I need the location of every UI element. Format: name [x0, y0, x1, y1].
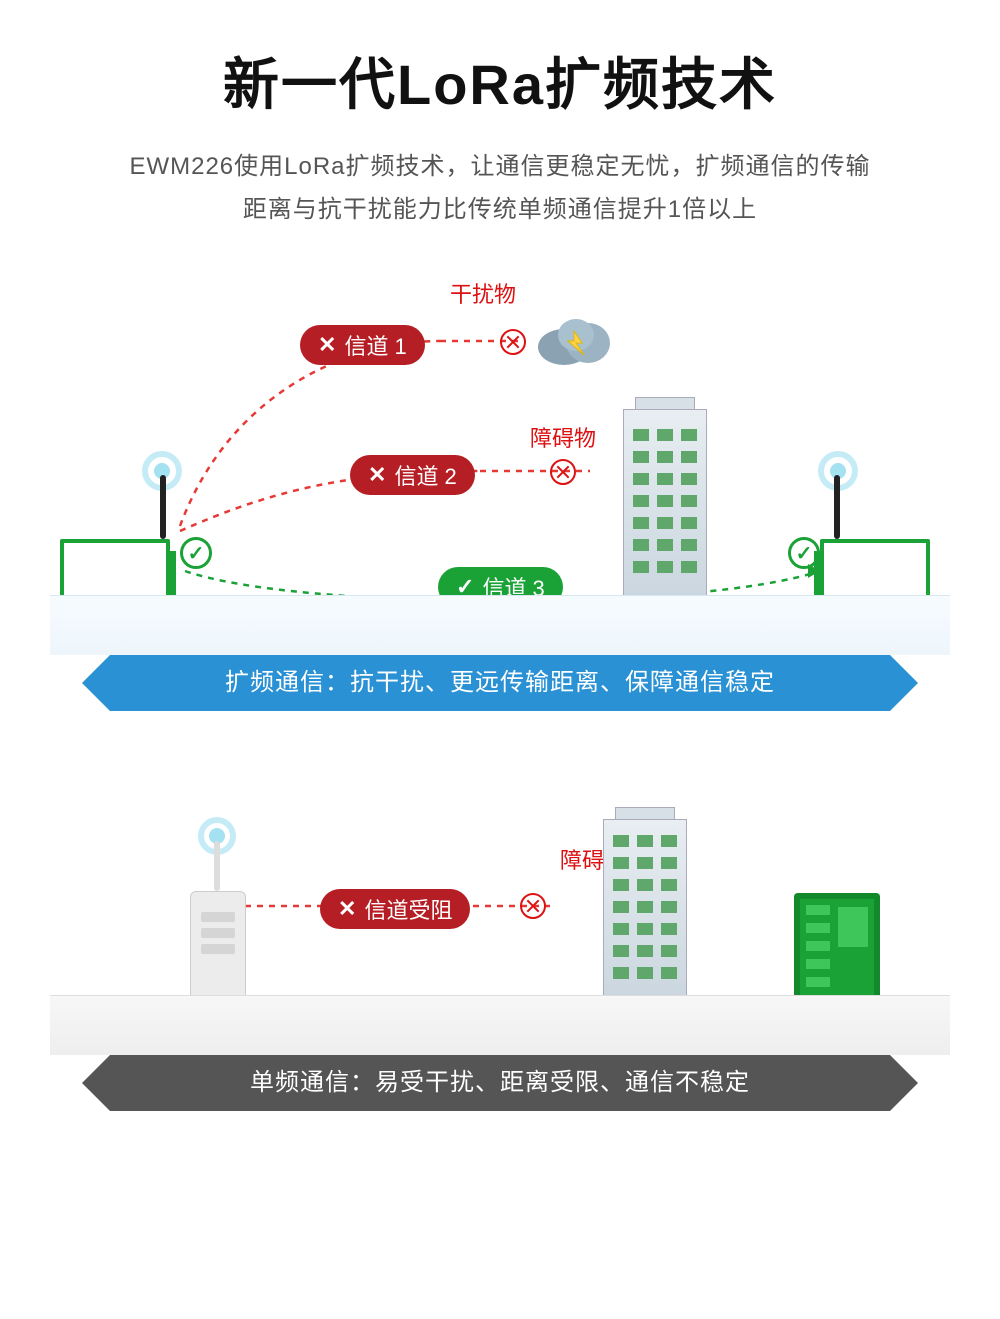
building-icon-2 [585, 799, 705, 1009]
interference-label: 干扰物 [450, 277, 516, 309]
antenna-icon [834, 475, 840, 539]
channel-blocked-label: 信道受阻 [364, 893, 452, 925]
channel1-pill: ✕ 信道 1 [300, 325, 425, 365]
x-icon: ✕ [338, 896, 356, 922]
channel2-blocked-icon [550, 459, 576, 485]
channel1-label: 信道 1 [344, 329, 406, 361]
gateway-device [190, 891, 246, 1011]
stage-floor [50, 595, 950, 655]
channel1-blocked-icon [500, 329, 526, 355]
antenna-icon [214, 841, 220, 891]
banner-spread: 扩频通信：抗干扰、更远传输距离、保障通信稳定 [110, 655, 890, 711]
x-icon: ✕ [318, 332, 336, 358]
stage-floor-2 [50, 995, 950, 1055]
obstacle-label-1: 障碍物 [530, 421, 596, 453]
antenna-icon [160, 475, 166, 539]
building-icon [605, 389, 725, 609]
blocked-icon [520, 893, 546, 919]
channel2-label: 信道 2 [394, 459, 456, 491]
page-subtitle: EWM226使用LoRa扩频技术，让通信更稳定无忧，扩频通信的传输 距离与抗干扰… [0, 145, 1000, 231]
channel2-pill: ✕ 信道 2 [350, 455, 475, 495]
cloud-icon [530, 309, 620, 369]
page-title: 新一代LoRa扩频技术 [0, 40, 1000, 121]
banner-singlefreq: 单频通信：易受干扰、距离受限、通信不稳定 [110, 1055, 890, 1111]
diagram-single-freq: ✕ 信道受阻 障碍物 单频通信：易受干扰、距离受限、通信不稳定 [50, 771, 950, 1111]
x-icon: ✕ [368, 462, 386, 488]
subtitle-line2: 距离与抗干扰能力比传统单频通信提升1倍以上 [243, 196, 757, 223]
gateway-body [190, 891, 246, 1011]
subtitle-line1: EWM226使用LoRa扩频技术，让通信更稳定无忧，扩频通信的传输 [129, 153, 870, 180]
channel-blocked-pill: ✕ 信道受阻 [320, 889, 470, 929]
receiver-box-icon [794, 893, 880, 1003]
ok-left-icon: ✓ [180, 537, 212, 569]
diagram-spread-spectrum: 干扰物 ✕ 信道 1 ✕ 信道 2 障碍物 ✓ 信道 3 ✓ ✓ [50, 271, 950, 711]
